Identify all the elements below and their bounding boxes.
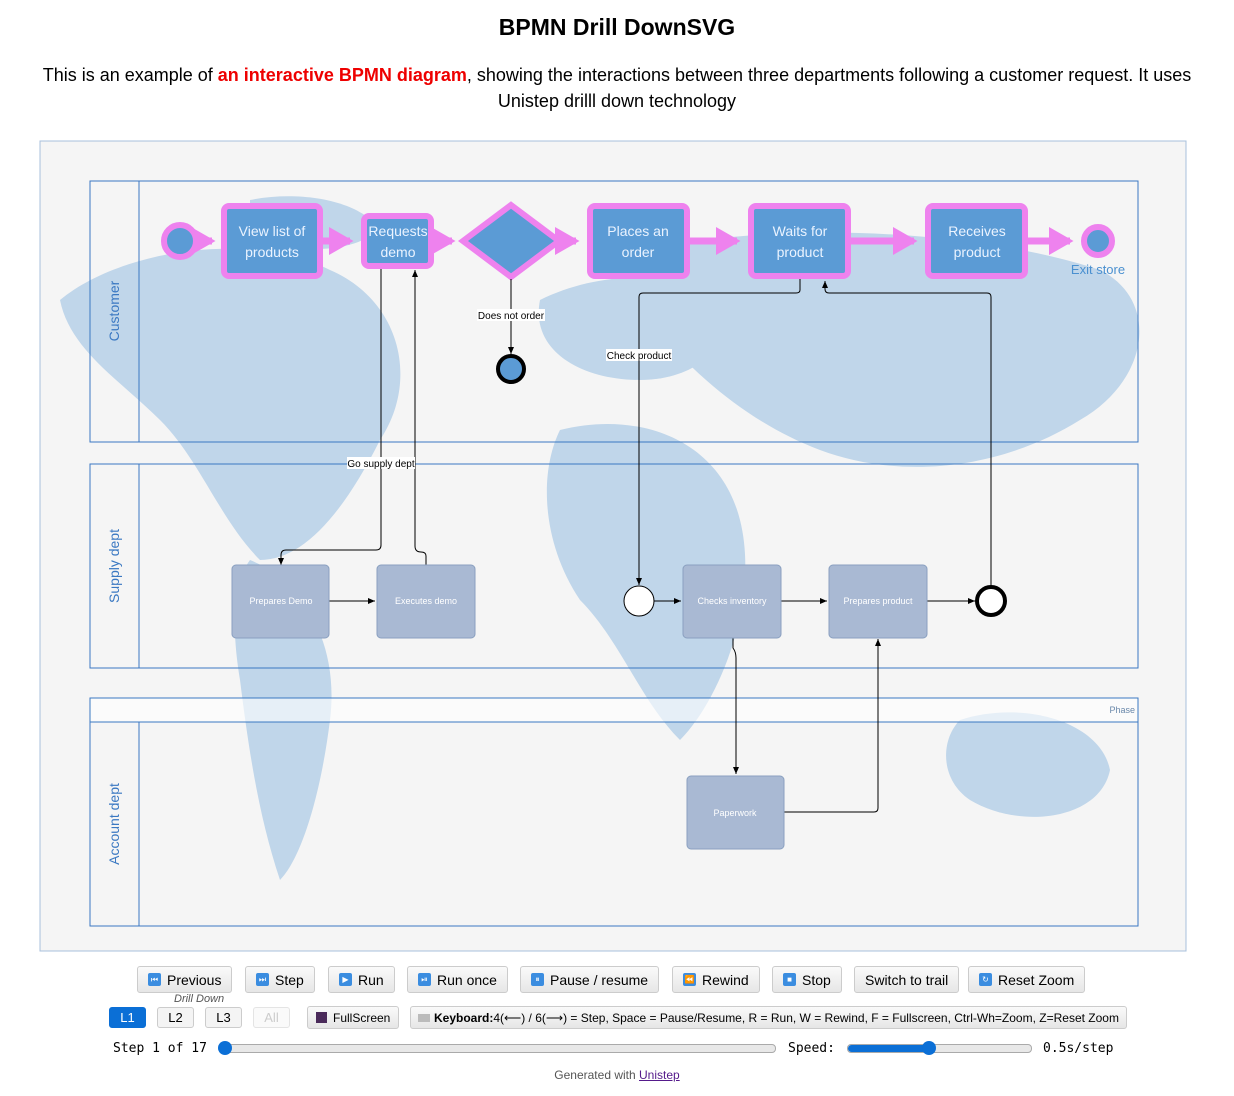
footer: Generated with Unistep bbox=[0, 1068, 1234, 1082]
task-label: product bbox=[954, 244, 1001, 260]
task-label: Waits for bbox=[773, 223, 828, 239]
footer-text: Generated with bbox=[554, 1068, 636, 1082]
end-event-supply[interactable] bbox=[975, 585, 1007, 617]
task-places-order[interactable] bbox=[587, 203, 690, 279]
end-event-no-order[interactable] bbox=[496, 354, 526, 384]
fullscreen-label: FullScreen bbox=[333, 1010, 391, 1025]
task-label: Paperwork bbox=[713, 808, 757, 818]
exit-event[interactable] bbox=[1081, 224, 1115, 258]
start-event[interactable] bbox=[161, 222, 199, 260]
pause-label: Pause / resume bbox=[550, 971, 649, 988]
fullscreen-button[interactable]: FullScreen bbox=[307, 1006, 400, 1029]
lane-label-customer: Customer bbox=[106, 280, 122, 341]
stop-icon: ■ bbox=[783, 973, 796, 986]
drill-down-label: Drill Down bbox=[174, 993, 225, 1005]
rewind-label: Rewind bbox=[702, 971, 749, 988]
speed-value: 0.5s/step bbox=[1043, 1041, 1114, 1056]
keyboard-text: 4(⟵) / 6(⟶) = Step, Space = Pause/Resume… bbox=[493, 1010, 1119, 1025]
task-label: product bbox=[777, 244, 824, 260]
run-button[interactable]: ▶ Run bbox=[328, 966, 395, 993]
reset-zoom-label: Reset Zoom bbox=[998, 971, 1075, 988]
task-label: demo bbox=[380, 244, 415, 260]
exit-label: Exit store bbox=[1071, 262, 1125, 277]
level-l2-button[interactable]: L2 bbox=[157, 1007, 194, 1028]
task-receives[interactable] bbox=[925, 203, 1028, 279]
phase-label: Phase bbox=[1109, 705, 1135, 715]
speed-fill bbox=[848, 1045, 931, 1052]
run-label: Run bbox=[358, 971, 384, 988]
step-counter: Step 1 of 17 bbox=[113, 1041, 207, 1056]
task-label: Places an bbox=[607, 223, 668, 239]
speed-slider-handle[interactable] bbox=[922, 1041, 937, 1055]
lane-label-account: Account dept bbox=[106, 783, 122, 865]
stop-button[interactable]: ■ Stop bbox=[772, 966, 842, 993]
task-label: View list of bbox=[239, 223, 306, 239]
run-once-button[interactable]: ⏯ Run once bbox=[407, 966, 508, 993]
step-slider[interactable] bbox=[220, 1044, 776, 1053]
task-prepares-product[interactable] bbox=[828, 564, 928, 639]
task-prepares-demo[interactable] bbox=[231, 564, 330, 639]
previous-button[interactable]: ⏮ Previous bbox=[137, 966, 233, 993]
task-executes-demo[interactable] bbox=[376, 564, 476, 639]
keyboard-help: Keyboard: 4(⟵) / 6(⟶) = Step, Space = Pau… bbox=[410, 1006, 1127, 1029]
previous-icon: ⏮ bbox=[148, 973, 161, 986]
flow-label-does-not-order: Does not order bbox=[478, 311, 545, 322]
unistep-link[interactable]: Unistep bbox=[639, 1068, 680, 1082]
level-l1-button[interactable]: L1 bbox=[109, 1007, 146, 1028]
intro-text: This is an example of an interactive BPM… bbox=[20, 62, 1214, 114]
run-once-label: Run once bbox=[437, 971, 497, 988]
task-label: Requests bbox=[368, 223, 427, 239]
step-slider-handle[interactable] bbox=[218, 1041, 232, 1055]
switch-trail-label: Switch to trail bbox=[865, 971, 949, 988]
lane-customer bbox=[89, 180, 1139, 443]
rewind-button[interactable]: ⏪ Rewind bbox=[672, 966, 760, 993]
page-title: BPMN Drill DownSVG bbox=[498, 14, 736, 40]
task-label: Checks inventory bbox=[697, 596, 767, 606]
phase-header bbox=[89, 697, 1139, 723]
flow-label-go-supply: Go supply dept bbox=[347, 459, 414, 470]
fullscreen-icon bbox=[316, 1012, 327, 1023]
start-event-supply[interactable] bbox=[623, 585, 655, 617]
intro-before: This is an example of bbox=[42, 65, 218, 85]
keyboard-icon bbox=[418, 1013, 430, 1022]
play-pause-icon: ⏯ bbox=[418, 973, 431, 986]
task-label: products bbox=[245, 244, 299, 260]
lane-account bbox=[89, 721, 1139, 927]
task-paperwork[interactable] bbox=[686, 775, 785, 850]
task-label: order bbox=[622, 244, 655, 260]
speed-slider[interactable] bbox=[847, 1044, 1032, 1053]
rewind-icon: ⏪ bbox=[683, 973, 696, 986]
task-view-list[interactable] bbox=[221, 203, 323, 279]
step-icon: ⏭ bbox=[256, 973, 269, 986]
task-checks-inventory[interactable] bbox=[682, 564, 782, 639]
task-label: Executes demo bbox=[395, 596, 457, 606]
level-l3-button[interactable]: L3 bbox=[205, 1007, 242, 1028]
reset-zoom-icon: ↻ bbox=[979, 973, 992, 986]
pause-icon: ⏸ bbox=[531, 973, 544, 986]
switch-trail-button[interactable]: Switch to trail bbox=[854, 966, 960, 993]
gateway[interactable] bbox=[458, 201, 564, 281]
previous-label: Previous bbox=[167, 971, 222, 988]
reset-zoom-button[interactable]: ↻ Reset Zoom bbox=[968, 966, 1086, 993]
task-waits[interactable] bbox=[748, 203, 851, 279]
pause-resume-button[interactable]: ⏸ Pause / resume bbox=[520, 966, 660, 993]
task-label: Receives bbox=[948, 223, 1006, 239]
speed-label: Speed: bbox=[788, 1041, 835, 1056]
step-button[interactable]: ⏭ Step bbox=[245, 966, 315, 993]
play-icon: ▶ bbox=[339, 973, 352, 986]
task-requests-demo[interactable] bbox=[361, 213, 434, 269]
task-label: Prepares Demo bbox=[249, 596, 312, 606]
task-label: Prepares product bbox=[843, 596, 913, 606]
keyboard-title: Keyboard: bbox=[434, 1010, 494, 1025]
intro-link[interactable]: an interactive BPMN diagram bbox=[217, 65, 467, 85]
step-label: Step bbox=[275, 971, 304, 988]
intro-after: , showing the interactions between three… bbox=[466, 65, 1192, 111]
lane-label-supply: Supply dept bbox=[106, 529, 122, 603]
stop-label: Stop bbox=[802, 971, 831, 988]
flow-label-check-product: Check product bbox=[607, 351, 672, 362]
level-all-button[interactable]: All bbox=[253, 1007, 290, 1028]
lane-supply bbox=[89, 463, 1139, 669]
